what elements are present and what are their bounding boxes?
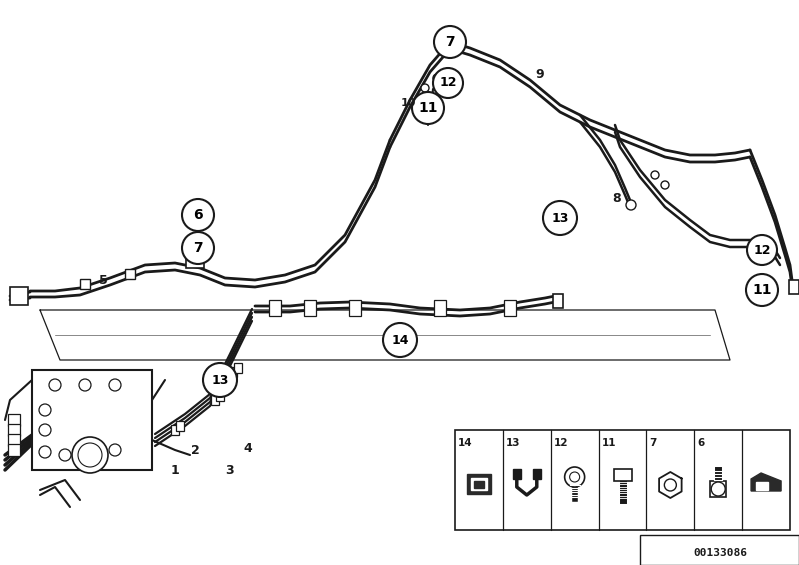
Text: 13: 13 bbox=[211, 373, 229, 386]
Polygon shape bbox=[659, 472, 682, 498]
Circle shape bbox=[664, 479, 677, 491]
Bar bbox=[125, 269, 135, 279]
Text: 5: 5 bbox=[98, 273, 107, 286]
Circle shape bbox=[626, 200, 636, 210]
Circle shape bbox=[661, 181, 669, 189]
Circle shape bbox=[39, 446, 51, 458]
Bar bbox=[269, 300, 281, 316]
Bar bbox=[234, 363, 242, 373]
Circle shape bbox=[421, 84, 429, 92]
Bar bbox=[467, 474, 491, 494]
Text: 6: 6 bbox=[698, 438, 705, 448]
Circle shape bbox=[84, 446, 96, 458]
Bar bbox=[80, 279, 90, 289]
Bar bbox=[756, 482, 768, 490]
Bar bbox=[640, 535, 799, 565]
Circle shape bbox=[182, 232, 214, 264]
Text: 13: 13 bbox=[506, 438, 520, 448]
Circle shape bbox=[433, 74, 441, 82]
Circle shape bbox=[412, 92, 444, 124]
Text: 12: 12 bbox=[439, 76, 457, 89]
Bar bbox=[8, 434, 20, 446]
Text: 9: 9 bbox=[535, 68, 544, 81]
Bar bbox=[8, 424, 20, 436]
Bar bbox=[171, 425, 179, 435]
Circle shape bbox=[434, 26, 466, 58]
Text: 1: 1 bbox=[171, 463, 179, 476]
Circle shape bbox=[59, 449, 71, 461]
Text: 2: 2 bbox=[191, 444, 200, 457]
Text: 6: 6 bbox=[193, 208, 203, 222]
Circle shape bbox=[383, 323, 417, 357]
Circle shape bbox=[39, 404, 51, 416]
Bar bbox=[455, 430, 790, 530]
Circle shape bbox=[433, 68, 463, 98]
Text: 14: 14 bbox=[392, 333, 409, 346]
Text: 11: 11 bbox=[752, 283, 772, 297]
Text: 11: 11 bbox=[418, 101, 438, 115]
Text: 4: 4 bbox=[244, 441, 252, 454]
Bar bbox=[471, 478, 487, 490]
Bar bbox=[504, 300, 516, 316]
Circle shape bbox=[109, 444, 121, 456]
Bar bbox=[216, 391, 224, 401]
Text: 8: 8 bbox=[613, 192, 622, 205]
Circle shape bbox=[565, 467, 585, 487]
Circle shape bbox=[109, 379, 121, 391]
Text: 11: 11 bbox=[602, 438, 616, 448]
Circle shape bbox=[746, 274, 778, 306]
Text: 00133086: 00133086 bbox=[693, 548, 747, 558]
Circle shape bbox=[570, 472, 579, 482]
Text: 7: 7 bbox=[445, 35, 455, 49]
Circle shape bbox=[651, 171, 659, 179]
Circle shape bbox=[747, 235, 777, 265]
Circle shape bbox=[182, 199, 214, 231]
Circle shape bbox=[203, 363, 237, 397]
Text: 12: 12 bbox=[554, 438, 568, 448]
Bar bbox=[434, 300, 446, 316]
Bar bbox=[553, 294, 563, 308]
Text: 12: 12 bbox=[753, 244, 771, 257]
Bar bbox=[211, 395, 219, 405]
Bar bbox=[789, 280, 799, 294]
Bar bbox=[513, 469, 521, 479]
Bar bbox=[10, 287, 28, 305]
Circle shape bbox=[79, 379, 91, 391]
Bar bbox=[710, 481, 726, 497]
Text: 14: 14 bbox=[458, 438, 473, 448]
Text: 7: 7 bbox=[193, 241, 203, 255]
Bar bbox=[304, 300, 316, 316]
Circle shape bbox=[78, 443, 102, 467]
Bar bbox=[8, 444, 20, 456]
Circle shape bbox=[72, 437, 108, 473]
Bar bbox=[533, 469, 541, 479]
Bar bbox=[349, 300, 361, 316]
Bar bbox=[229, 367, 237, 377]
Circle shape bbox=[711, 482, 725, 496]
Text: 7: 7 bbox=[650, 438, 657, 448]
Polygon shape bbox=[751, 473, 781, 491]
Bar bbox=[176, 421, 184, 431]
Bar bbox=[32, 370, 152, 470]
Circle shape bbox=[543, 201, 577, 235]
Text: 3: 3 bbox=[225, 463, 234, 476]
Circle shape bbox=[49, 379, 61, 391]
Bar bbox=[614, 469, 631, 481]
Text: 13: 13 bbox=[551, 211, 569, 224]
Text: 10: 10 bbox=[400, 98, 415, 108]
Bar bbox=[186, 248, 204, 268]
Bar bbox=[8, 414, 20, 426]
Circle shape bbox=[39, 424, 51, 436]
Bar bbox=[474, 481, 484, 488]
